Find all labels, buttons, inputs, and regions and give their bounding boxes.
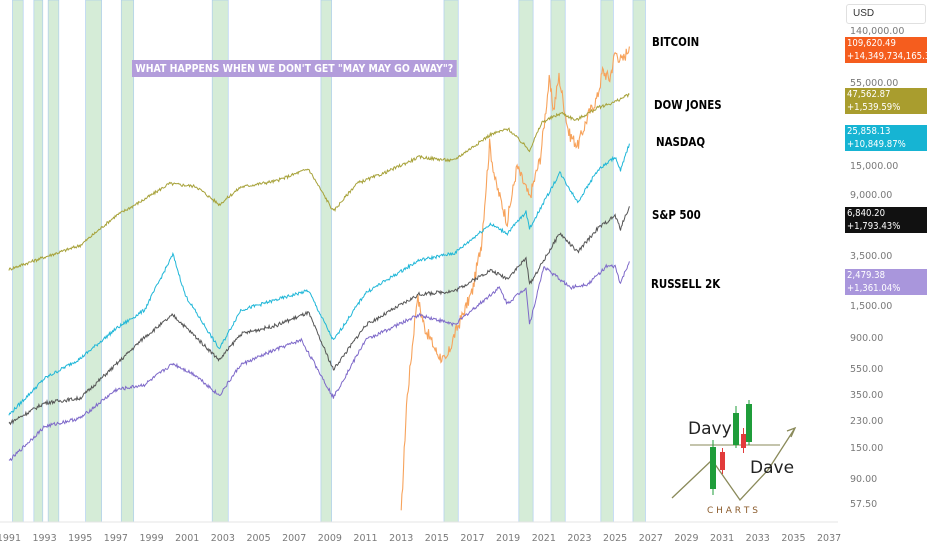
x-tick-label: 2013 [389, 533, 413, 544]
x-tick-label: 1993 [32, 533, 56, 544]
x-tick-label: 1991 [0, 533, 21, 544]
y-tick-label: 57.50 [850, 499, 877, 510]
badge-change: +10,849.87% [847, 139, 906, 150]
x-tick-label: 2037 [817, 533, 841, 544]
label-nasdaq: NASDAQ [656, 134, 706, 149]
currency-selector[interactable]: USD [846, 4, 926, 24]
y-tick-label: 15,000.00 [850, 161, 898, 172]
shaded-period-4 [120, 0, 135, 523]
y-tick-label: 1,500.00 [850, 301, 892, 312]
y-tick-label: 55,000.00 [850, 78, 898, 89]
x-tick-label: 1995 [68, 533, 92, 544]
x-tick-label: 2009 [318, 533, 342, 544]
badge-price: 47,562.87 [847, 89, 891, 100]
logo-top-text: Davy [688, 419, 732, 439]
y-tick-label: 140,000.00 [850, 26, 904, 37]
x-tick-label: 2005 [246, 533, 270, 544]
label-dow-jones: DOW JONES [654, 97, 722, 112]
x-tick-label: 2007 [282, 533, 306, 544]
shaded-period-3 [85, 0, 102, 523]
x-tick-label: 1999 [139, 533, 163, 544]
badge-price: 6,840.20 [847, 208, 886, 219]
badge-change: +1,793.43% [847, 221, 901, 232]
label-bitcoin: BITCOIN [652, 34, 700, 49]
y-tick-label: 550.00 [850, 364, 883, 375]
x-tick-label: 2035 [781, 533, 805, 544]
y-tick-label: 900.00 [850, 333, 883, 344]
x-tick-label: 2021 [532, 533, 556, 544]
series-line-russell [8, 261, 630, 462]
x-tick-label: 2027 [639, 533, 663, 544]
price-series [8, 46, 630, 511]
x-tick-label: 2015 [425, 533, 449, 544]
x-axis: 1991 1993 1995 1997 1999 2001 2003 2005 2007 2009… [0, 521, 841, 544]
logo-bottom-text: Dave [750, 458, 794, 478]
shaded-period-0 [12, 0, 24, 523]
y-tick-label: 150.00 [850, 443, 883, 454]
badge-change: +1,361.04% [847, 283, 901, 294]
price-badge-bitcoin: 109,620.49 +14,349,734,165.37% [845, 37, 927, 63]
y-tick-label: 3,500.00 [850, 251, 892, 262]
shaded-period-2 [47, 0, 60, 523]
y-tick-label: 230.00 [850, 416, 883, 427]
headline-banner: WHAT HAPPENS WHEN WE DON'T GET "MAY MAY … [132, 60, 457, 77]
shaded-period-10 [600, 0, 614, 523]
x-tick-label: 2017 [460, 533, 484, 544]
x-tick-label: 2011 [353, 533, 377, 544]
x-tick-label: 2001 [175, 533, 199, 544]
y-tick-label: 90.00 [850, 474, 877, 485]
price-badge-dow: 47,562.87 +1,539.59% [845, 88, 927, 114]
shaded-period-6 [320, 0, 332, 523]
x-tick-label: 2031 [710, 533, 734, 544]
price-badge-nasdaq: 25,858.13 +10,849.87% [845, 125, 927, 151]
logo-sub-text: C H A R T S [707, 506, 758, 516]
x-tick-label: 2003 [211, 533, 235, 544]
x-tick-label: 2023 [567, 533, 591, 544]
shaded-period-5 [211, 0, 229, 523]
badge-change: +1,539.59% [847, 102, 901, 113]
badge-price: 2,479.38 [847, 270, 886, 281]
x-tick-label: 2029 [674, 533, 698, 544]
series-line-nasdaq [8, 143, 630, 416]
badge-price: 25,858.13 [847, 126, 891, 137]
davy-dave-logo: Davy Dave C H A R T S [671, 400, 797, 516]
shaded-periods [12, 0, 646, 523]
label-sp500: S&P 500 [652, 207, 701, 222]
badge-change: +14,349,734,165.37% [847, 51, 927, 62]
series-line-bitcoin [400, 46, 630, 511]
x-tick-label: 2019 [496, 533, 520, 544]
y-tick-label: 350.00 [850, 390, 883, 401]
shaded-period-7 [443, 0, 459, 523]
series-line-sp500 [8, 206, 630, 426]
y-axis: 140,000.0055,000.0035,000.0015,000.009,0… [850, 26, 904, 510]
price-badge-russell: 2,479.38 +1,361.04% [845, 269, 927, 295]
x-tick-label: 2025 [603, 533, 627, 544]
x-tick-label: 2033 [746, 533, 770, 544]
label-russell-2k: RUSSELL 2K [651, 276, 721, 291]
y-tick-label: 9,000.00 [850, 190, 892, 201]
badge-price: 109,620.49 [847, 38, 896, 49]
shaded-period-11 [632, 0, 646, 523]
price-badge-sp500: 6,840.20 +1,793.43% [845, 207, 927, 233]
series-line-dow [8, 93, 630, 271]
x-tick-label: 1997 [104, 533, 128, 544]
